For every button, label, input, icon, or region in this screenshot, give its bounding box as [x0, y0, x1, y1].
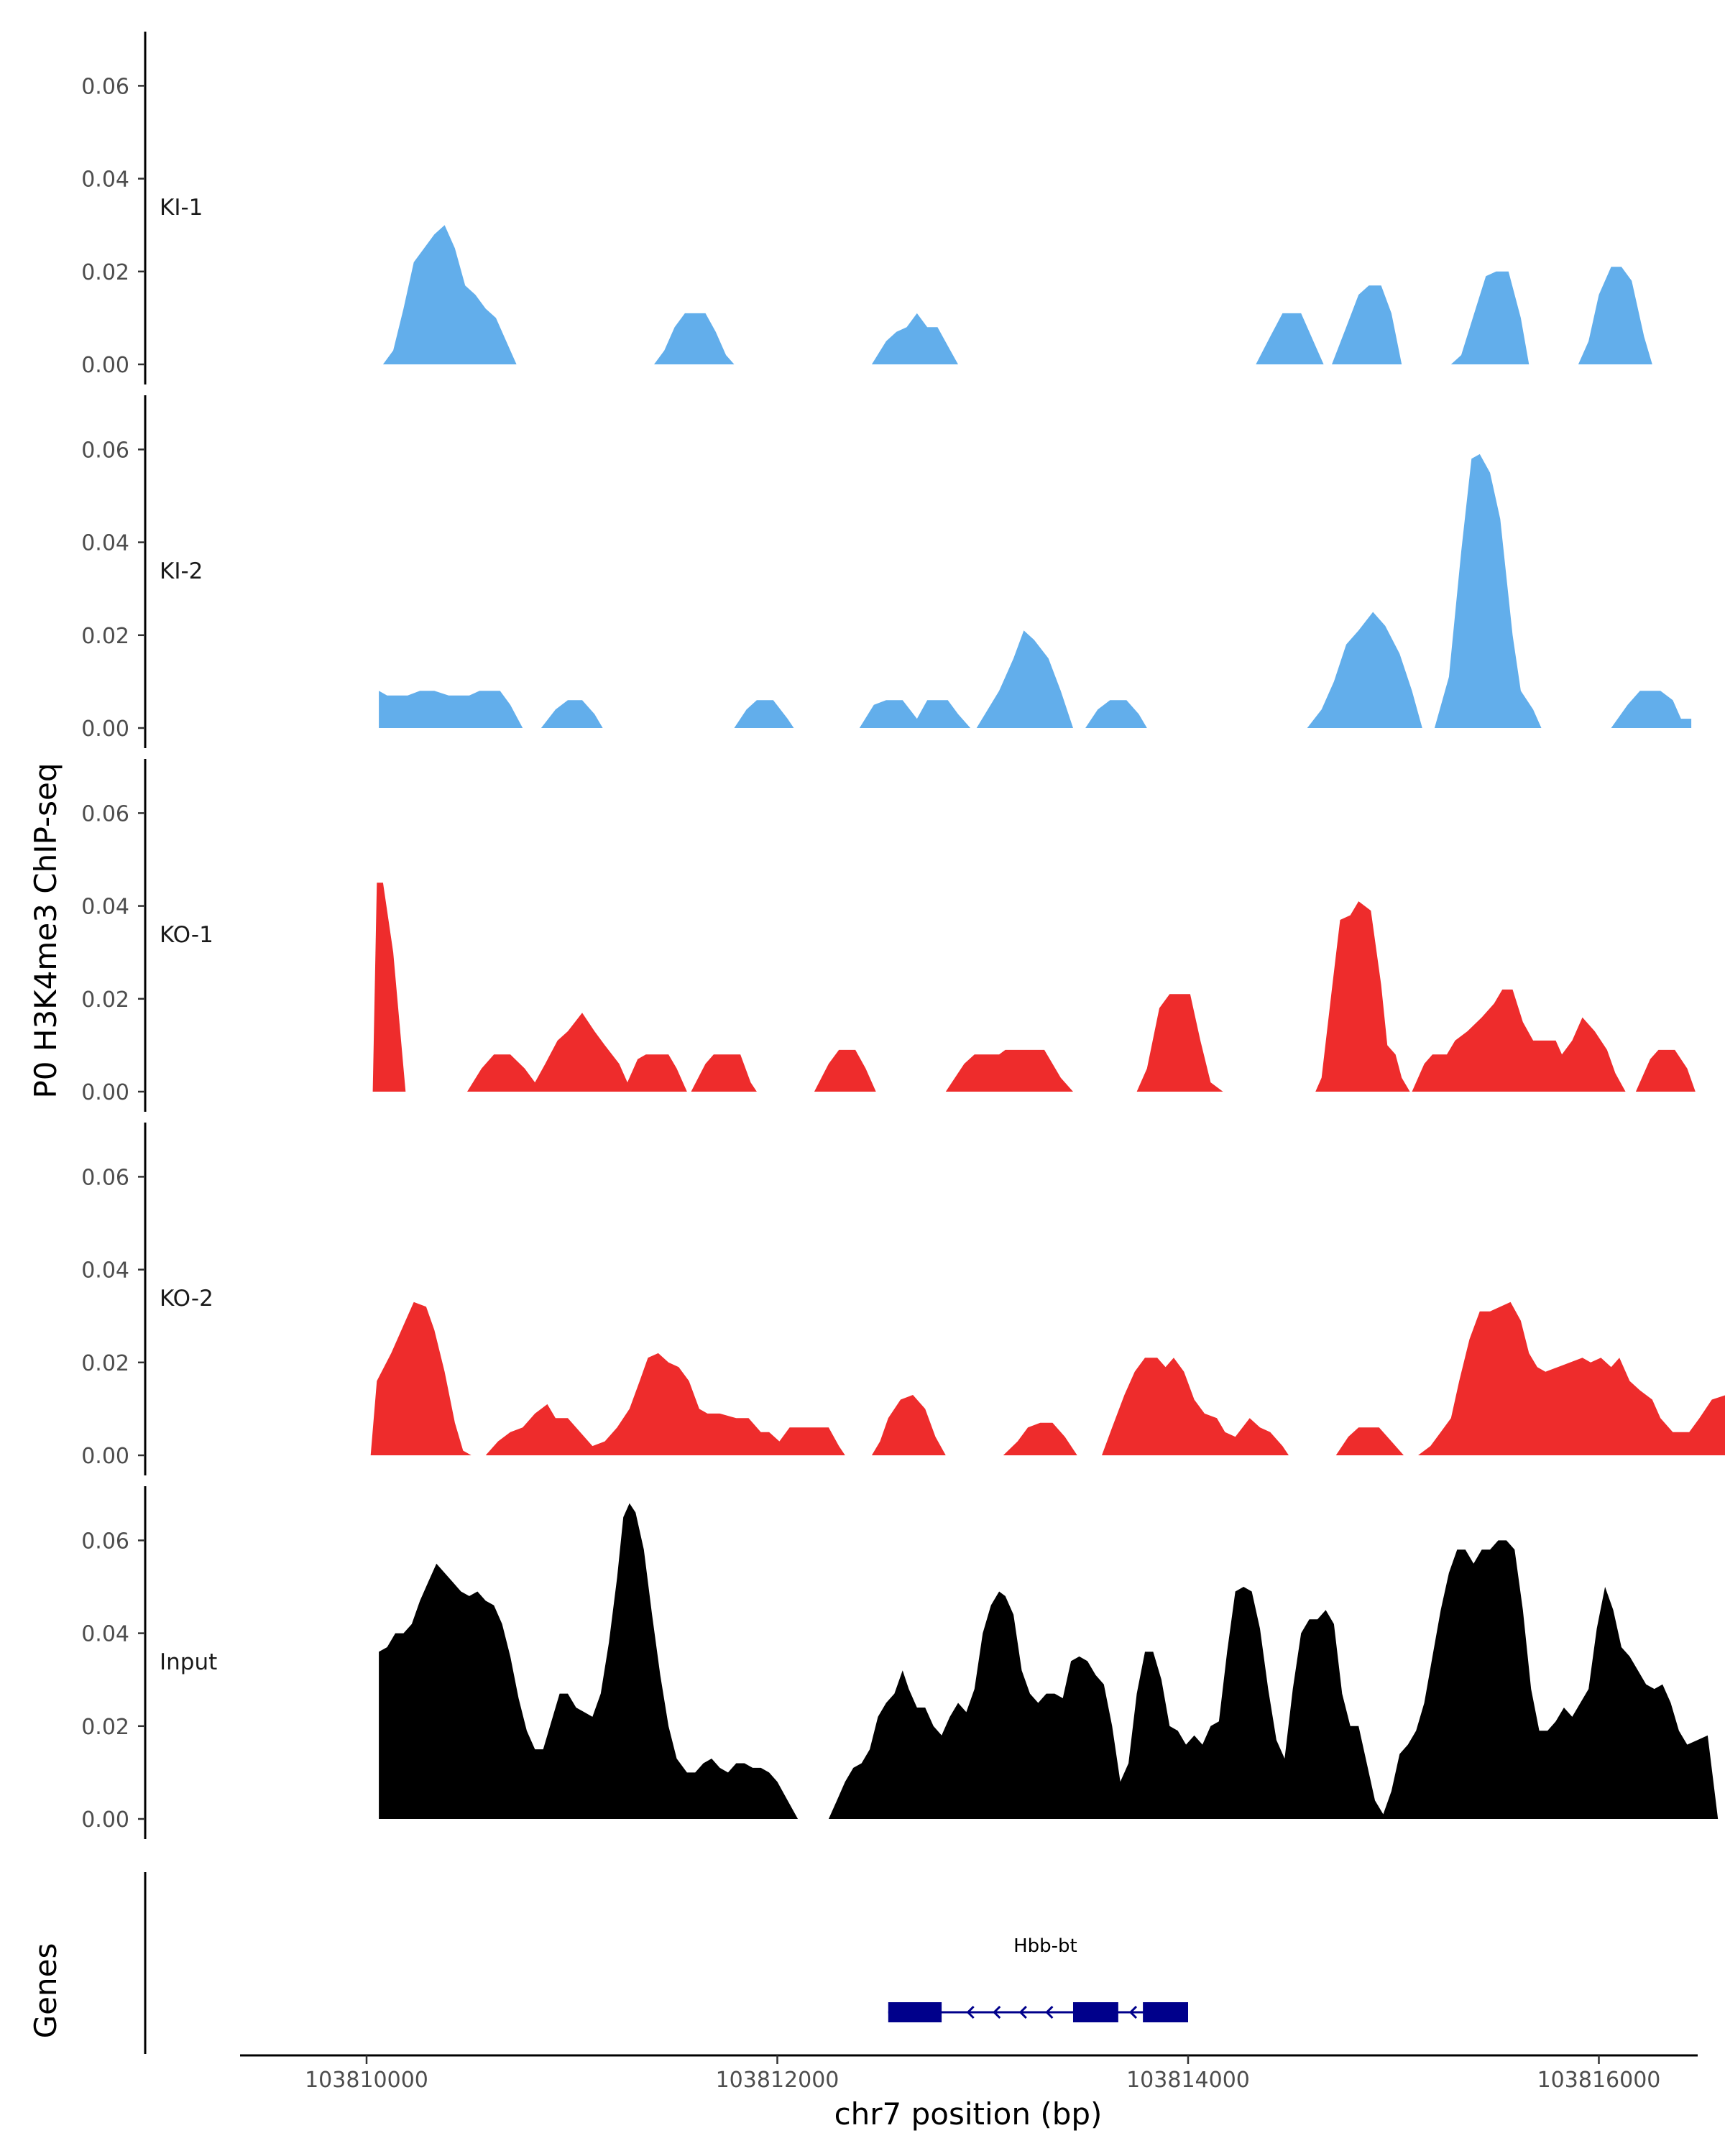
coverage-peak	[828, 1540, 1719, 1819]
coverage-peak	[379, 691, 523, 728]
y-tick-label: 0.06	[81, 1165, 129, 1190]
coverage-peak	[1418, 1302, 1725, 1455]
y-tick-label: 0.00	[81, 717, 129, 742]
coverage-peak	[1332, 285, 1402, 364]
strand-arrow	[1018, 2005, 1027, 2019]
y-tick-label: 0.06	[81, 801, 129, 826]
track-label: KI-2	[160, 558, 203, 584]
x-tick-label: 103814000	[1126, 2068, 1250, 2093]
coverage-peak	[871, 1395, 946, 1455]
coverage-peak	[1450, 271, 1530, 364]
x-tick-label: 103810000	[305, 2068, 428, 2093]
y-tick-label: 0.06	[81, 438, 129, 463]
x-axis: 103810000 103812000 103814000 103816000	[240, 2054, 1698, 2093]
coverage-peak	[691, 1054, 757, 1092]
coverage-peak	[1003, 1422, 1077, 1455]
coverage-peak	[1102, 1358, 1289, 1455]
coverage-peak	[1578, 267, 1652, 364]
y-tick-label: 0.00	[81, 1080, 129, 1105]
strand-arrow	[993, 2005, 1001, 2019]
y-tick-label: 0.00	[81, 353, 129, 378]
y-tick-label: 0.04	[81, 895, 129, 920]
coverage-peak	[871, 313, 958, 364]
coverage-peak	[1434, 453, 1542, 728]
coverage-peak	[1412, 989, 1626, 1092]
strand-arrow	[1045, 2005, 1054, 2019]
coverage-peak	[1335, 1427, 1404, 1455]
track-label: Input	[160, 1649, 217, 1675]
coverage-peak	[1307, 612, 1422, 728]
y-tick-label: 0.04	[81, 1622, 129, 1647]
y-tick-label: 0.00	[81, 1444, 129, 1469]
strand-arrow	[1128, 2005, 1138, 2019]
coverage-peak	[1136, 994, 1223, 1092]
track-label: KO-2	[160, 1286, 213, 1312]
gene-exon	[888, 2002, 942, 2022]
coverage-peak	[1256, 313, 1324, 364]
coverage-peak	[814, 1049, 876, 1092]
track-ko-1: 0.00 0.02 0.04 0.06 KO-1	[81, 759, 1696, 1112]
track-ko-2: 0.00 0.02 0.04 0.06 KO-2	[81, 1123, 1725, 1475]
y-tick-label: 0.04	[81, 1258, 129, 1284]
coverage-peak	[1315, 901, 1410, 1092]
x-tick-label: 103812000	[716, 2068, 840, 2093]
track-label: KI-1	[160, 195, 203, 221]
coverage-peak	[382, 225, 517, 364]
coverage-peak	[859, 700, 971, 728]
coverage-peak	[654, 313, 735, 364]
y-tick-label: 0.06	[81, 74, 129, 99]
x-axis-title: chr7 position (bp)	[834, 2096, 1103, 2132]
coverage-peak	[485, 1353, 845, 1455]
gene-exon	[1143, 2002, 1188, 2022]
track-label: KO-1	[160, 922, 213, 948]
track-ki-2: 0.00 0.02 0.04 0.06 KI-2	[81, 395, 1692, 748]
coverage-peak	[976, 630, 1073, 728]
x-tick-label: 103816000	[1537, 2068, 1661, 2093]
gene-panel-title: Genes	[28, 1943, 63, 2039]
coverage-peak	[467, 1013, 687, 1092]
coverage-peak	[372, 883, 406, 1092]
gene-hbb-bt: Hbb-bt	[888, 1935, 1188, 2022]
track-panels: 0.00 0.02 0.04 0.06 KI-1 0.00 0.02 0.04 0.06 KI-2…	[81, 32, 1725, 1839]
y-tick-label: 0.02	[81, 624, 129, 649]
coverage-peak	[1635, 1049, 1696, 1092]
y-axis-title: P0 H3K4me3 ChIP-seq	[28, 763, 63, 1098]
strand-arrow	[966, 2005, 975, 2019]
coverage-peak	[1611, 691, 1692, 728]
coverage-peak	[540, 700, 603, 728]
track-ki-1: 0.00 0.02 0.04 0.06 KI-1	[81, 32, 1652, 384]
coverage-peak	[370, 1302, 472, 1455]
y-tick-label: 0.02	[81, 260, 129, 285]
coverage-peak	[945, 1049, 1073, 1092]
coverage-peak	[1085, 700, 1147, 728]
gene-panel: Hbb-bt	[144, 1872, 1188, 2054]
y-tick-label: 0.04	[81, 167, 129, 193]
y-tick-label: 0.02	[81, 1351, 129, 1376]
y-tick-label: 0.02	[81, 1715, 129, 1740]
y-tick-label: 0.06	[81, 1529, 129, 1554]
coverage-peak	[379, 1503, 799, 1819]
coverage-peak	[734, 700, 794, 728]
y-tick-label: 0.00	[81, 1807, 129, 1833]
gene-label: Hbb-bt	[1013, 1935, 1077, 1957]
y-tick-label: 0.04	[81, 531, 129, 556]
gene-exon	[1072, 2002, 1118, 2022]
y-tick-label: 0.02	[81, 987, 129, 1013]
track-input: 0.00 0.02 0.04 0.06 Input	[81, 1486, 1719, 1839]
